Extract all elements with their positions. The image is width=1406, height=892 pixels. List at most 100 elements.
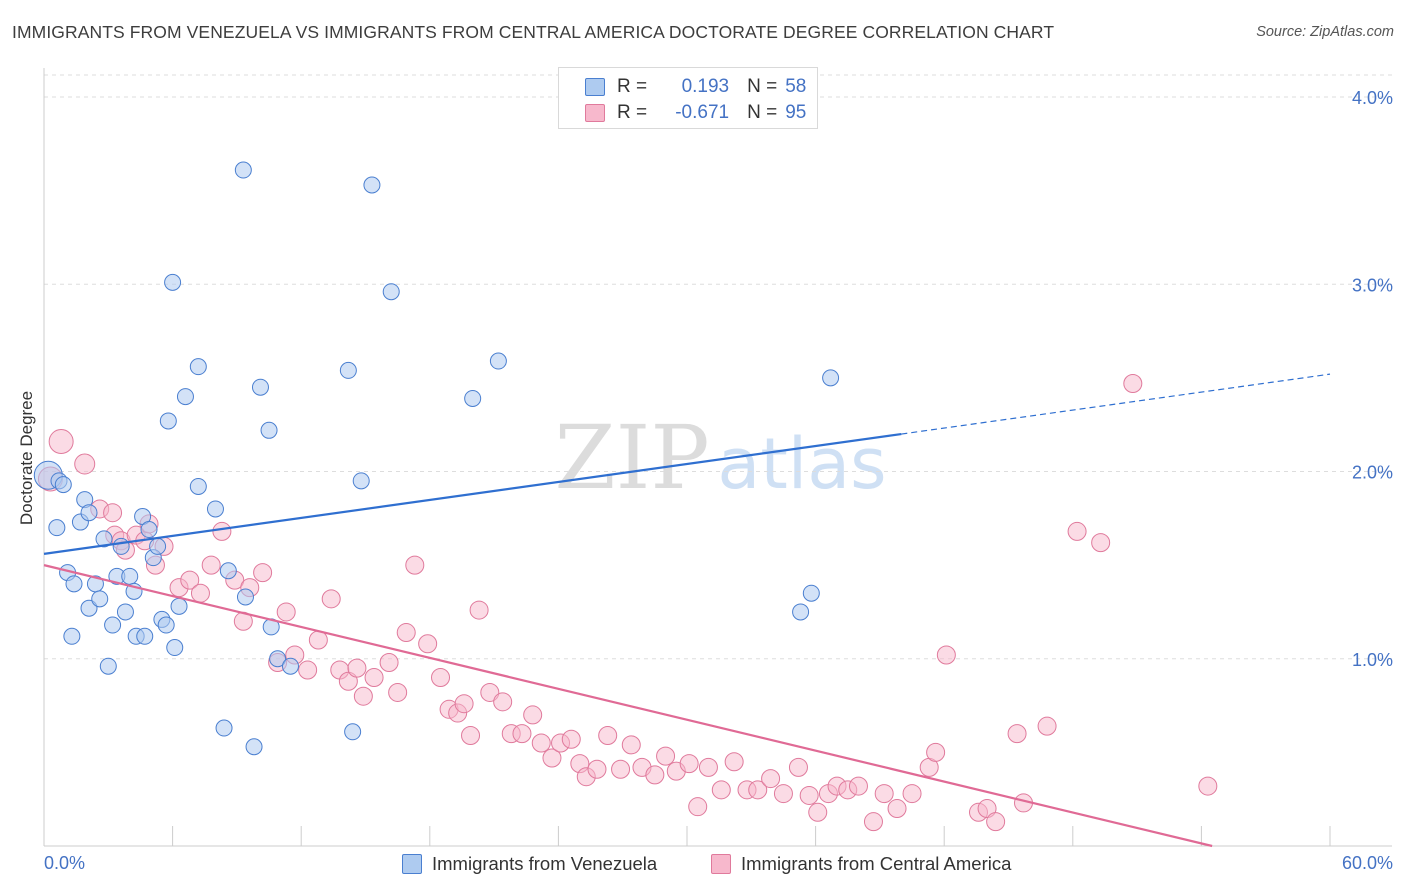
central-america-point [598, 726, 618, 746]
legend-n-label: N = [747, 76, 778, 97]
venezuela-point [104, 616, 122, 634]
tick-labels: 1.0% 2.0% 3.0% 4.0% 0.0% 60.0% [44, 88, 1393, 873]
venezuela-point [164, 273, 182, 291]
venezuela-point [219, 562, 237, 580]
venezuela-points [33, 161, 840, 756]
venezuela-trend-line [43, 432, 902, 555]
central-america-trend-line [43, 564, 1213, 848]
venezuela-point [95, 530, 113, 548]
central-america-point [724, 752, 744, 772]
central-america-point [523, 705, 543, 725]
central-america-point [512, 724, 532, 744]
bottom-legend-swatch-central-america [711, 854, 731, 874]
central-america-point [379, 652, 399, 672]
central-america-point [1123, 373, 1143, 393]
central-america-point [388, 682, 408, 702]
venezuela-point [176, 388, 194, 406]
central-america-point [977, 799, 997, 819]
central-america-point [887, 799, 907, 819]
venezuela-point [65, 575, 83, 593]
venezuela-point [157, 616, 175, 634]
venezuela-point [136, 627, 154, 645]
central-america-point [611, 759, 631, 779]
venezuela-point [121, 567, 139, 585]
venezuela-point [112, 537, 130, 555]
venezuela-point [140, 521, 158, 539]
venezuela-point [464, 389, 482, 407]
venezuela-point [269, 650, 287, 668]
legend-r-value: 0.193 [681, 76, 730, 97]
central-america-point [808, 802, 828, 822]
central-america-point [480, 682, 500, 702]
central-america-point [561, 729, 581, 749]
central-america-point [493, 692, 513, 712]
central-america-point [926, 742, 946, 762]
central-america-point [748, 780, 768, 800]
venezuela-point [159, 412, 177, 430]
central-america-point [454, 694, 474, 714]
venezuela-trend-extension [901, 373, 1331, 435]
central-america-point [531, 733, 551, 753]
bottom-legend-central-america: Immigrants from Central America [711, 852, 1011, 876]
y-tick-label: 4.0% [1352, 88, 1393, 108]
legend-n-label: N = [747, 102, 778, 123]
central-america-point [542, 748, 562, 768]
central-america-point [418, 634, 438, 654]
bottom-legend-venezuela: Immigrants from Venezuela [402, 852, 657, 876]
central-america-point [1007, 724, 1027, 744]
venezuela-point [189, 477, 207, 495]
legend-row-venezuela: R = 0.193 N = 58 [585, 75, 806, 99]
x-tick-label-min: 0.0% [44, 853, 85, 873]
venezuela-point [339, 361, 357, 379]
bottom-legend-label-central-america: Immigrants from Central America [741, 853, 1012, 874]
central-america-point [863, 812, 883, 832]
central-america-point [405, 555, 425, 575]
central-america-point [848, 776, 868, 796]
central-america-point [180, 570, 200, 590]
central-america-point [688, 797, 708, 817]
legend-swatch-venezuela [585, 78, 605, 96]
venezuela-point [166, 639, 184, 657]
venezuela-point [236, 588, 254, 606]
legend-r-value: -0.671 [675, 102, 730, 123]
central-america-point [1091, 533, 1111, 553]
venezuela-point [80, 504, 98, 522]
central-america-point [874, 784, 894, 804]
central-america-point [1067, 521, 1087, 541]
central-america-point [201, 555, 221, 575]
venezuela-point [363, 176, 381, 194]
central-america-point [74, 453, 96, 475]
central-america-point [936, 645, 956, 665]
central-america-point [212, 521, 232, 541]
venezuela-point [822, 369, 840, 387]
venezuela-point [281, 657, 299, 675]
venezuela-point [344, 723, 362, 741]
venezuela-point [234, 161, 252, 179]
central-america-point [1037, 716, 1057, 736]
y-tick-label: 3.0% [1352, 275, 1393, 295]
central-america-point [103, 503, 123, 523]
y-axis-label: Doctorate Degree [17, 391, 36, 525]
legend-row-central-america: R = -0.671 N = 95 [585, 101, 806, 125]
trend-lines [43, 373, 1331, 848]
correlation-legend: R = 0.193 N = 58 R = -0.671 N = 95 [558, 67, 818, 129]
central-america-point [353, 686, 373, 706]
central-america-point [1198, 776, 1218, 796]
chart-title: IMMIGRANTS FROM VENEZUELA VS IMMIGRANTS … [12, 22, 1055, 42]
central-america-point [190, 583, 210, 603]
source-credit: Source: ZipAtlas.com [1256, 24, 1394, 40]
legend-n-value: 95 [785, 102, 807, 123]
central-america-point [986, 812, 1006, 832]
venezuela-point [260, 421, 278, 439]
venezuela-point [251, 378, 269, 396]
central-america-point [461, 726, 481, 746]
venezuela-point [382, 283, 400, 301]
central-america-point [338, 671, 358, 691]
venezuela-point [802, 584, 820, 602]
venezuela-point [792, 603, 810, 621]
central-america-point [773, 784, 793, 804]
bottom-legend-label-venezuela: Immigrants from Venezuela [432, 853, 658, 874]
legend-n-value: 58 [785, 76, 807, 97]
legend-r-label: R = [617, 76, 648, 97]
